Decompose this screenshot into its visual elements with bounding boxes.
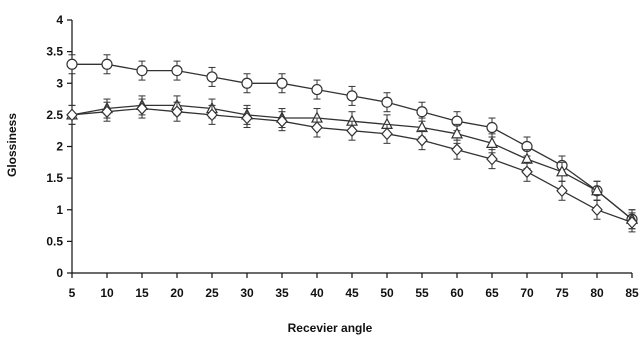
data-point-diamond	[171, 105, 183, 119]
data-point-circle	[136, 64, 148, 77]
data-point-circle	[486, 121, 498, 134]
data-point-triangle	[451, 127, 463, 139]
data-point-diamond	[521, 165, 533, 179]
x-tick-label: 40	[310, 286, 324, 300]
data-point-triangle	[556, 165, 568, 177]
x-tick-label: 30	[240, 286, 254, 300]
y-tick-label: 4	[56, 13, 63, 27]
data-point-diamond	[486, 152, 498, 166]
series-group	[66, 54, 638, 233]
data-point-diamond	[381, 127, 393, 141]
y-tick-label: 3.5	[46, 45, 63, 59]
data-point-circle	[276, 77, 288, 89]
x-axis-title: Recevier angle	[288, 321, 373, 335]
data-point-diamond	[451, 143, 463, 157]
data-point-triangle	[521, 152, 533, 164]
data-point-diamond	[276, 114, 288, 128]
x-tick-label: 70	[520, 286, 534, 300]
y-tick-label: 2.5	[46, 108, 63, 122]
x-tick-label: 80	[590, 286, 604, 300]
data-point-diamond	[416, 133, 428, 147]
x-tick-label: 55	[415, 286, 429, 300]
y-tick-label: 0	[56, 266, 63, 280]
series-diamond	[66, 98, 638, 233]
y-tick-label: 2	[56, 140, 63, 154]
data-point-circle	[66, 58, 78, 70]
data-point-diamond	[66, 108, 78, 122]
x-tick-label: 10	[100, 286, 114, 300]
data-point-diamond	[311, 121, 323, 134]
x-tick-label: 25	[205, 286, 219, 300]
y-tick-label: 0.5	[46, 234, 63, 248]
data-point-diamond	[206, 108, 218, 122]
y-axis-title: Glossiness	[5, 113, 19, 177]
x-tick-label: 60	[450, 286, 464, 300]
data-point-triangle	[591, 183, 603, 196]
data-point-diamond	[591, 203, 603, 217]
x-tick-label: 15	[135, 286, 149, 300]
data-point-diamond	[346, 124, 358, 138]
x-tick-label: 50	[380, 286, 394, 300]
series-circle	[66, 54, 638, 230]
data-point-diamond	[556, 184, 568, 198]
series-triangle	[66, 95, 638, 230]
data-point-circle	[416, 106, 428, 118]
y-tick-label: 1.5	[46, 171, 63, 185]
data-point-diamond	[136, 102, 148, 115]
data-point-circle	[381, 96, 393, 108]
data-point-circle	[206, 71, 218, 83]
x-tick-label: 20	[170, 286, 184, 300]
data-point-circle	[346, 90, 358, 102]
data-point-diamond	[626, 216, 638, 229]
axes-group: 00.511.522.533.545 10 15 20 25 30 35 40 45 50 55 60…	[46, 13, 639, 300]
data-point-circle	[241, 77, 253, 89]
data-point-circle	[311, 83, 323, 96]
x-tick-label: 35	[275, 286, 289, 300]
y-tick-label: 1	[56, 203, 63, 217]
x-tick-label: 65	[485, 286, 499, 300]
x-tick-label: 75	[555, 286, 569, 300]
data-point-diamond	[101, 105, 113, 119]
x-tick-label: 5	[69, 286, 76, 300]
x-tick-label: 45	[345, 286, 359, 300]
data-point-triangle	[486, 136, 498, 148]
data-point-circle	[101, 58, 113, 70]
y-tick-label: 3	[56, 76, 63, 90]
data-point-diamond	[241, 111, 253, 125]
data-point-circle	[171, 64, 183, 77]
x-tick-label: 85	[625, 286, 639, 300]
